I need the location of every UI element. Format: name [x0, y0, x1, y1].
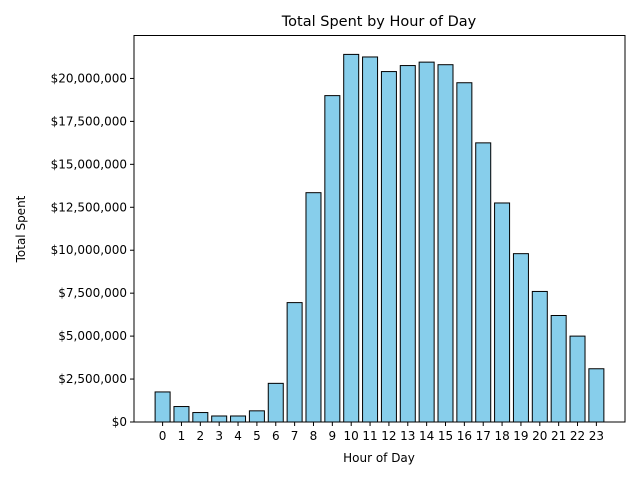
bar-hour-4: [230, 415, 247, 423]
x-tick-label: 4: [234, 429, 242, 443]
bars-group: [154, 53, 605, 423]
y-tick-label: $0: [112, 415, 127, 429]
bar-hour-15: [437, 64, 454, 423]
x-tick-label: 15: [438, 429, 453, 443]
x-tick-label: 16: [457, 429, 472, 443]
x-tick-label: 18: [494, 429, 509, 443]
x-tick-label: 21: [551, 429, 566, 443]
bar-hour-0: [154, 391, 171, 423]
bar-hour-6: [267, 382, 284, 423]
x-tick-label: 5: [253, 429, 261, 443]
y-tick-label: $2,500,000: [58, 372, 127, 386]
bar-hour-2: [192, 412, 209, 423]
x-tick-label: 1: [178, 429, 186, 443]
x-tick-label: 8: [310, 429, 318, 443]
x-tick-label: 9: [329, 429, 337, 443]
bar-hour-20: [531, 290, 548, 423]
y-tick-label: $17,500,000: [51, 114, 127, 128]
bar-hour-12: [380, 71, 397, 423]
x-tick-label: 22: [570, 429, 585, 443]
x-tick-label: 17: [476, 429, 491, 443]
y-tick-label: $12,500,000: [51, 200, 127, 214]
bar-hour-11: [362, 56, 379, 423]
y-tick-label: $20,000,000: [51, 71, 127, 85]
x-tick-label: 11: [362, 429, 377, 443]
bar-hour-19: [512, 253, 529, 423]
bar-hour-8: [305, 192, 322, 423]
plot-frame: [133, 35, 626, 423]
x-tick-label: 0: [159, 429, 167, 443]
x-tick-label: 10: [344, 429, 359, 443]
bar-hour-7: [286, 302, 303, 423]
bar-hour-14: [418, 61, 435, 423]
x-tick-label: 2: [196, 429, 204, 443]
x-tick-label: 19: [513, 429, 528, 443]
bar-hour-18: [494, 202, 511, 423]
bar-hour-1: [173, 406, 190, 423]
y-tick-label: $15,000,000: [51, 157, 127, 171]
x-tick-label: 12: [381, 429, 396, 443]
x-tick-label: 6: [272, 429, 280, 443]
bar-hour-10: [343, 53, 360, 423]
bar-hour-13: [399, 65, 416, 423]
bar-hour-23: [588, 368, 605, 423]
bar-hour-9: [324, 95, 341, 423]
y-axis-ticks: $0 $2,500,000 $5,000,000 $7,500,000 $10,000,…: [51, 71, 134, 429]
x-tick-label: 13: [400, 429, 415, 443]
x-tick-label: 20: [532, 429, 547, 443]
y-tick-label: $7,500,000: [58, 286, 127, 300]
bar-hour-17: [475, 142, 492, 423]
x-axis-ticks: 0 1 2 3 4 5 6 7 8 9 10 11 12 13 14 15 16 17 18 19 20 21 22 23: [159, 422, 604, 443]
bar-hour-16: [456, 82, 473, 423]
bar-hour-3: [211, 415, 228, 423]
bar-hour-5: [248, 410, 265, 423]
bar-hour-21: [550, 315, 567, 423]
x-axis-label: Hour of Day: [343, 451, 415, 465]
y-tick-label: $10,000,000: [51, 243, 127, 257]
x-tick-label: 7: [291, 429, 299, 443]
x-tick-label: 3: [215, 429, 223, 443]
x-tick-label: 23: [589, 429, 604, 443]
y-axis-label: Total Spent: [14, 195, 28, 263]
x-tick-label: 14: [419, 429, 434, 443]
bar-hour-22: [569, 335, 586, 423]
chart-title: Total Spent by Hour of Day: [281, 14, 477, 30]
y-tick-label: $5,000,000: [58, 329, 127, 343]
